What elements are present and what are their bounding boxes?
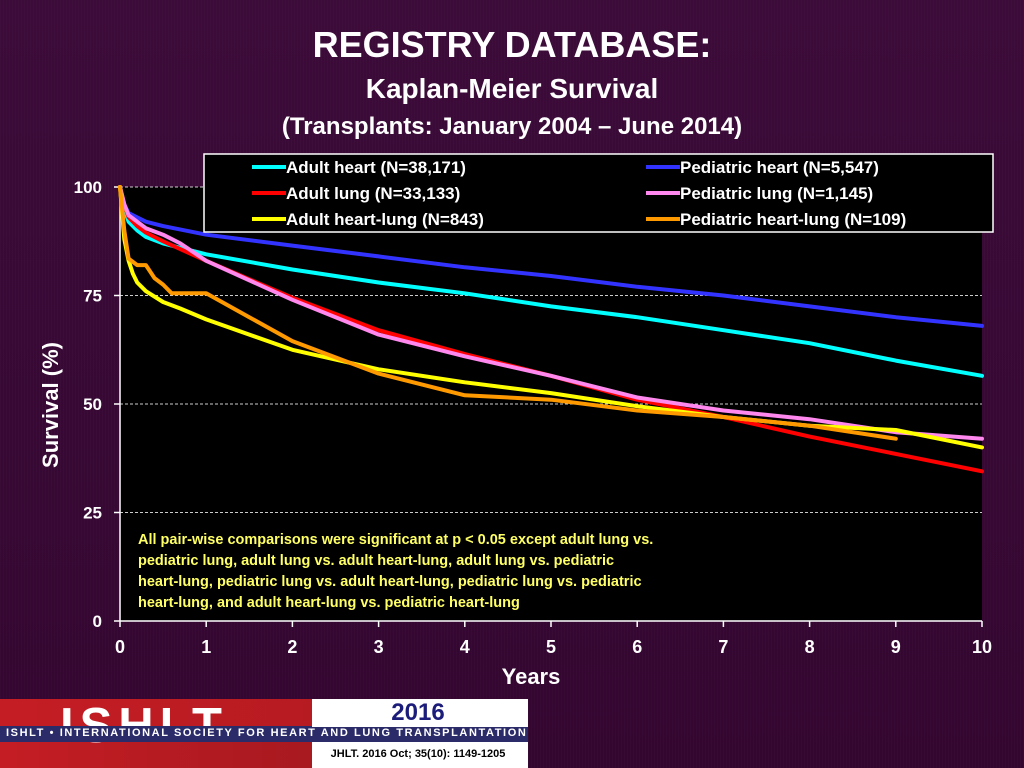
x-tick-label: 6 — [632, 637, 642, 657]
org-name: ISHLT • INTERNATIONAL SOCIETY FOR HEART … — [6, 727, 528, 739]
x-tick-label: 0 — [115, 637, 125, 657]
y-tick-label: 50 — [83, 395, 102, 414]
significance-note-line: heart-lung, pediatric lung vs. adult hea… — [138, 574, 642, 590]
x-tick-label: 3 — [374, 637, 384, 657]
citation-box — [312, 742, 528, 768]
legend-label: Adult lung (N=33,133) — [286, 184, 460, 203]
slide-title: REGISTRY DATABASE: — [312, 24, 712, 65]
series-line — [118, 185, 984, 328]
x-tick-label: 7 — [718, 637, 728, 657]
journal-citation: JHLT. 2016 Oct; 35(10): 1149-1205 — [330, 748, 506, 760]
y-tick-label: 0 — [93, 612, 102, 631]
org-strip — [0, 726, 528, 742]
legend-label: Adult heart (N=38,171) — [286, 158, 466, 177]
significance-note-line: pediatric lung, adult lung vs. adult hea… — [138, 553, 614, 569]
slide-subtitle: Kaplan-Meier Survival — [365, 73, 659, 104]
x-tick-label: 8 — [805, 637, 815, 657]
y-tick-label: 75 — [83, 287, 102, 306]
ishlt-logo-band-bottom — [0, 742, 312, 768]
legend-label: Pediatric heart (N=5,547) — [680, 158, 879, 177]
y-tick-label: 100 — [74, 178, 102, 197]
legend-label: Pediatric lung (N=1,145) — [680, 184, 873, 203]
series-line — [118, 185, 984, 378]
slide-date-range: (Transplants: January 2004 – June 2014) — [281, 113, 743, 140]
legend-label: Adult heart-lung (N=843) — [286, 210, 484, 229]
y-tick-label: 25 — [83, 504, 102, 523]
year-box — [312, 699, 528, 727]
series-line — [118, 185, 898, 441]
series-line — [118, 185, 984, 474]
survival-chart: 0 25 50 75 100 0 1 2 3 4 5 6 7 8 9 10 Years Survival (%) A… — [38, 153, 994, 689]
legend-box — [203, 153, 994, 233]
series-line — [118, 185, 984, 441]
significance-note: All pair-wise comparisons were significa… — [138, 532, 653, 611]
x-tick-label: 2 — [287, 637, 297, 657]
y-axis-title: Survival (%) — [38, 342, 63, 468]
x-tick-label: 5 — [546, 637, 556, 657]
significance-note-line: heart-lung, and adult heart-lung vs. ped… — [138, 595, 520, 611]
x-tick-label: 1 — [201, 637, 211, 657]
x-tick-label: 10 — [972, 637, 992, 657]
significance-note-line: All pair-wise comparisons were significa… — [138, 532, 653, 548]
report-year: 2016 — [391, 699, 445, 726]
legend-label: Pediatric heart-lung (N=109) — [680, 210, 906, 229]
x-tick-label: 4 — [460, 637, 470, 657]
x-tick-label: 9 — [891, 637, 901, 657]
x-axis-title: Years — [502, 664, 561, 689]
